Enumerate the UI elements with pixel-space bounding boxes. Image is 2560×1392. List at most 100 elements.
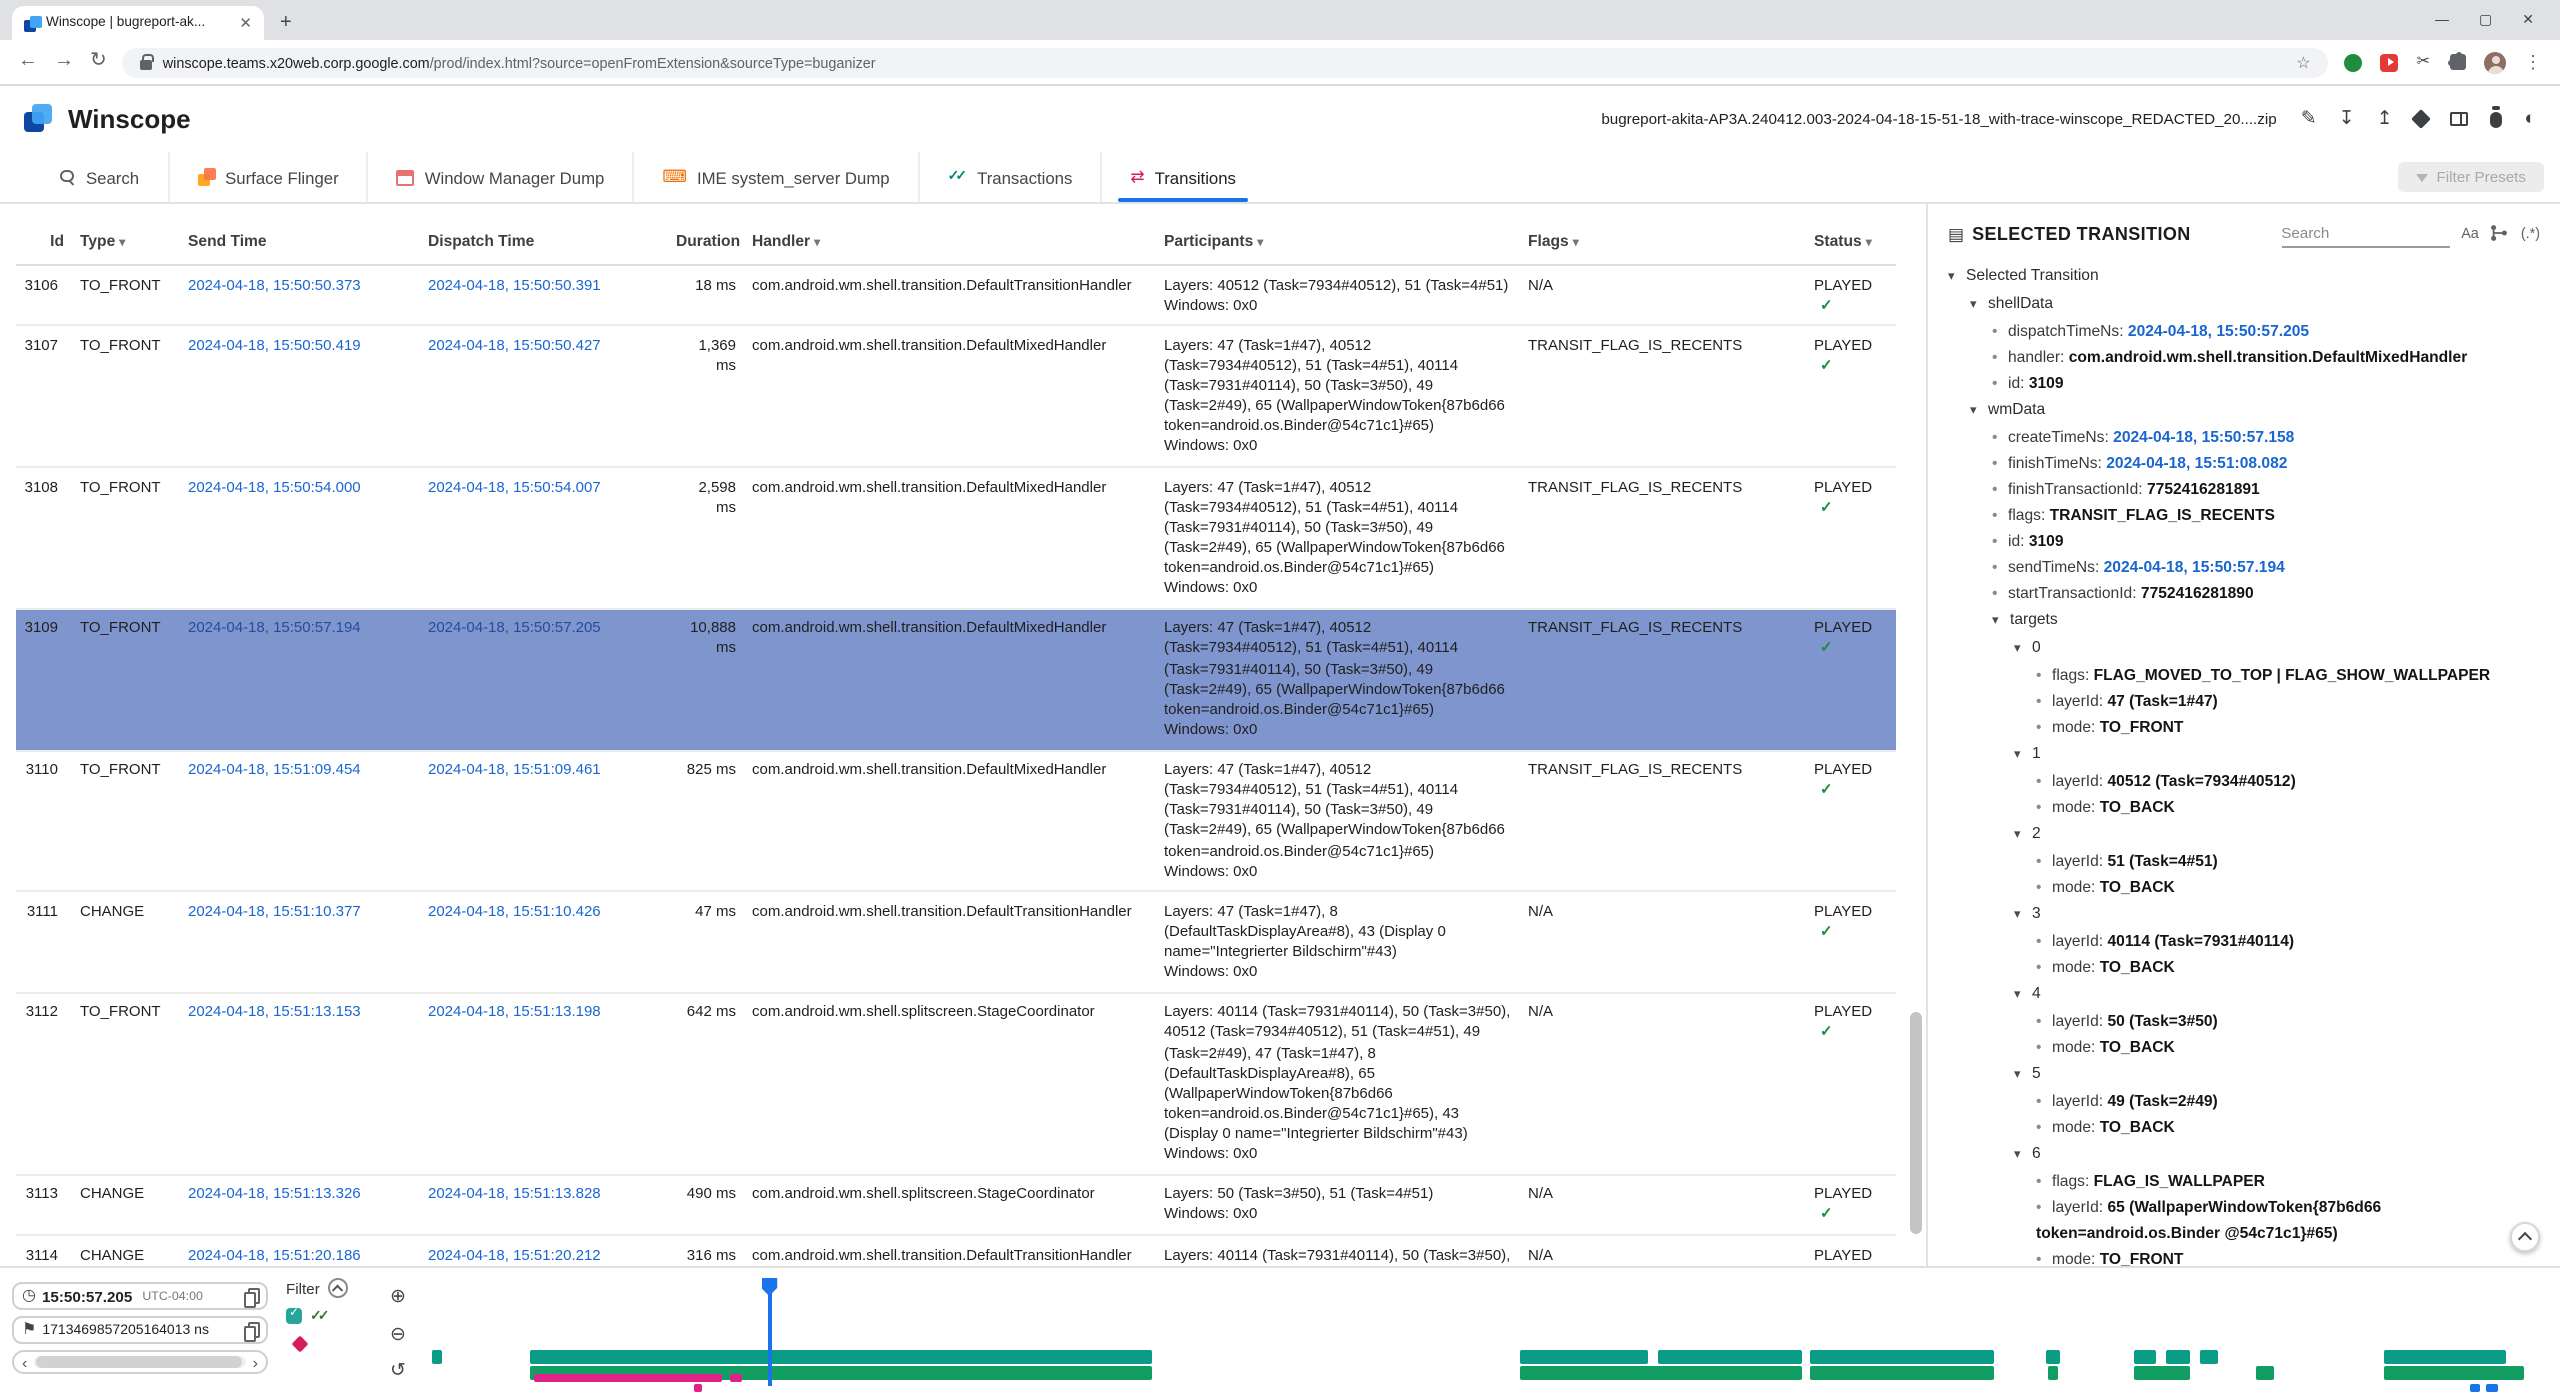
property-value[interactable]: 2024-04-18, 15:51:08.082 — [2106, 454, 2288, 472]
expand-arrow-icon[interactable]: ▾ — [1948, 270, 1955, 284]
transition-row-3111[interactable]: 3111 CHANGE 2024-04-18, 15:51:10.377 2024-0… — [16, 892, 1896, 993]
bookmark-star-icon[interactable]: ☆ — [2296, 53, 2311, 71]
scrollbar-thumb[interactable] — [1910, 1011, 1922, 1235]
zoom-out-icon[interactable]: ⊖ — [390, 1323, 406, 1345]
window-maximize-icon[interactable]: ▢ — [2479, 14, 2493, 28]
transitions-trace-icon[interactable] — [291, 1335, 309, 1353]
edit-icon[interactable]: ✎ — [2300, 107, 2317, 130]
timeline-segment[interactable] — [2199, 1350, 2219, 1364]
table-scrollbar[interactable] — [1910, 204, 1922, 1266]
cell-dispatch-time[interactable]: 2024-04-18, 15:51:13.828 — [428, 1184, 601, 1203]
match-case-icon[interactable]: Aa — [2461, 224, 2479, 243]
cell-dispatch-time[interactable]: 2024-04-18, 15:50:57.205 — [428, 618, 601, 637]
screenshot-extension-icon[interactable]: ✂ — [2416, 52, 2430, 70]
lock-icon[interactable] — [140, 54, 155, 69]
tree-node-shelldata[interactable]: ▾ shellData — [1948, 290, 2540, 318]
collapse-filter-button[interactable] — [327, 1278, 348, 1298]
filter-presets-button[interactable]: Filter Presets — [2398, 162, 2544, 192]
timeline-hscrollbar[interactable]: ‹ › — [12, 1350, 268, 1374]
scroll-right-icon[interactable]: › — [252, 1353, 258, 1371]
expand-arrow-icon[interactable]: ▾ — [2014, 642, 2021, 656]
timeline-segment[interactable] — [2045, 1350, 2060, 1364]
cell-send-time[interactable]: 2024-04-18, 15:51:13.153 — [188, 1002, 361, 1021]
timeline-segment[interactable] — [1520, 1350, 1648, 1364]
cell-send-time[interactable]: 2024-04-18, 15:50:54.000 — [188, 477, 361, 495]
tab-surface-flinger[interactable]: Surface Flinger — [167, 152, 367, 202]
expand-arrow-icon[interactable]: ▾ — [2014, 748, 2021, 762]
timeline-segment[interactable] — [2470, 1384, 2481, 1392]
cell-dispatch-time[interactable]: 2024-04-18, 15:51:10.426 — [428, 901, 601, 920]
browser-menu-icon[interactable]: ⋮ — [2524, 51, 2542, 71]
tab-window-manager-dump[interactable]: Window Manager Dump — [366, 152, 633, 202]
cell-send-time[interactable]: 2024-04-18, 15:51:13.326 — [188, 1184, 361, 1203]
cell-send-time[interactable]: 2024-04-18, 15:50:57.194 — [188, 618, 361, 637]
column-header-handler[interactable]: Handler ▾ — [752, 232, 821, 250]
filter-chevron-icon[interactable]: ▾ — [1572, 238, 1579, 250]
tree-node-2[interactable]: ▾ 2 — [1948, 820, 2540, 848]
copy-time-icon[interactable] — [242, 1287, 260, 1307]
expand-arrow-icon[interactable]: ▾ — [2014, 908, 2021, 922]
cell-dispatch-time[interactable]: 2024-04-18, 15:51:20.212 — [428, 1245, 601, 1263]
scroll-left-icon[interactable]: ‹ — [22, 1353, 28, 1371]
hscroll-track[interactable] — [33, 1356, 247, 1368]
property-value[interactable]: 2024-04-18, 15:50:57.194 — [2103, 558, 2285, 576]
timeline-segment[interactable] — [2256, 1366, 2274, 1380]
tree-view-icon[interactable] — [2491, 224, 2509, 244]
tab-search[interactable]: Search — [32, 152, 167, 202]
cell-dispatch-time[interactable]: 2024-04-18, 15:51:09.461 — [428, 760, 601, 778]
cell-send-time[interactable]: 2024-04-18, 15:51:20.186 — [188, 1245, 361, 1263]
tab-transitions[interactable]: ⇄ Transitions — [1100, 152, 1264, 202]
download-icon[interactable]: ↧ — [2338, 107, 2355, 130]
column-header-participants[interactable]: Participants ▾ — [1164, 232, 1264, 250]
documentation-icon[interactable] — [2450, 112, 2469, 126]
tree-node-6[interactable]: ▾ 6 — [1948, 1140, 2540, 1168]
upload-icon[interactable]: ↥ — [2376, 107, 2393, 130]
extension-green-icon[interactable] — [2344, 53, 2363, 71]
timeline-cursor[interactable] — [768, 1280, 772, 1386]
address-bar[interactable]: winscope.teams.x20web.corp.google.com/pr… — [122, 47, 2329, 77]
transactions-trace-icon[interactable] — [286, 1306, 302, 1324]
timeline-segment[interactable] — [1658, 1350, 1802, 1364]
cell-send-time[interactable]: 2024-04-18, 15:50:50.419 — [188, 335, 361, 354]
timeline-segment[interactable] — [529, 1350, 1153, 1364]
timeline-segment[interactable] — [1810, 1366, 1995, 1380]
tree-node-selected-transition[interactable]: ▾ Selected Transition — [1948, 262, 2540, 290]
timeline-segment[interactable] — [2133, 1350, 2155, 1364]
expand-arrow-icon[interactable]: ▾ — [2014, 828, 2021, 842]
extensions-puzzle-icon[interactable] — [2447, 51, 2466, 70]
tree-node-targets[interactable]: ▾ targets — [1948, 606, 2540, 634]
cell-send-time[interactable]: 2024-04-18, 15:51:10.377 — [188, 901, 361, 920]
back-icon[interactable]: ← — [18, 50, 38, 72]
timeline-canvas[interactable] — [430, 1278, 2544, 1392]
timeline-segment[interactable] — [533, 1374, 722, 1382]
column-header-type[interactable]: Type ▾ — [80, 232, 126, 250]
filter-chevron-icon[interactable]: ▾ — [1865, 238, 1872, 250]
cell-send-time[interactable]: 2024-04-18, 15:50:50.373 — [188, 275, 361, 293]
tab-transactions[interactable]: ✓✓ Transactions — [917, 152, 1101, 202]
timeline-segment[interactable] — [2383, 1350, 2506, 1364]
column-header-status[interactable]: Status ▾ — [1814, 232, 1872, 250]
tree-node-4[interactable]: ▾ 4 — [1948, 980, 2540, 1008]
cell-dispatch-time[interactable]: 2024-04-18, 15:50:54.007 — [428, 477, 601, 495]
transition-row-3107[interactable]: 3107 TO_FRONT 2024-04-18, 15:50:50.419 2024… — [16, 326, 1896, 467]
reload-icon[interactable]: ↻ — [90, 50, 107, 72]
timeline-segment[interactable] — [432, 1350, 443, 1364]
filter-chevron-icon[interactable]: ▾ — [1257, 238, 1264, 250]
tab-close-icon[interactable]: ✕ — [239, 14, 252, 32]
expand-arrow-icon[interactable]: ▾ — [2014, 1068, 2021, 1082]
copy-ns-icon[interactable] — [242, 1321, 260, 1341]
tree-node-3[interactable]: ▾ 3 — [1948, 900, 2540, 928]
dogfood-icon[interactable] — [2411, 109, 2432, 129]
tree-node-1[interactable]: ▾ 1 — [1948, 740, 2540, 768]
cell-send-time[interactable]: 2024-04-18, 15:51:09.454 — [188, 760, 361, 778]
expand-arrow-icon[interactable]: ▾ — [1970, 404, 1977, 418]
timeline-segment[interactable] — [1520, 1366, 1802, 1380]
timeline-segment[interactable] — [730, 1374, 743, 1382]
regex-icon[interactable]: (.*) — [2520, 224, 2540, 243]
property-value[interactable]: 2024-04-18, 15:50:57.158 — [2113, 428, 2295, 446]
timeline-segment[interactable] — [2133, 1366, 2191, 1380]
cell-dispatch-time[interactable]: 2024-04-18, 15:50:50.391 — [428, 275, 601, 293]
transitions-check-icon[interactable]: ✓✓ — [310, 1310, 329, 1324]
transition-row-3108[interactable]: 3108 TO_FRONT 2024-04-18, 15:50:54.000 2024… — [16, 467, 1896, 609]
forward-icon[interactable]: → — [54, 50, 74, 72]
